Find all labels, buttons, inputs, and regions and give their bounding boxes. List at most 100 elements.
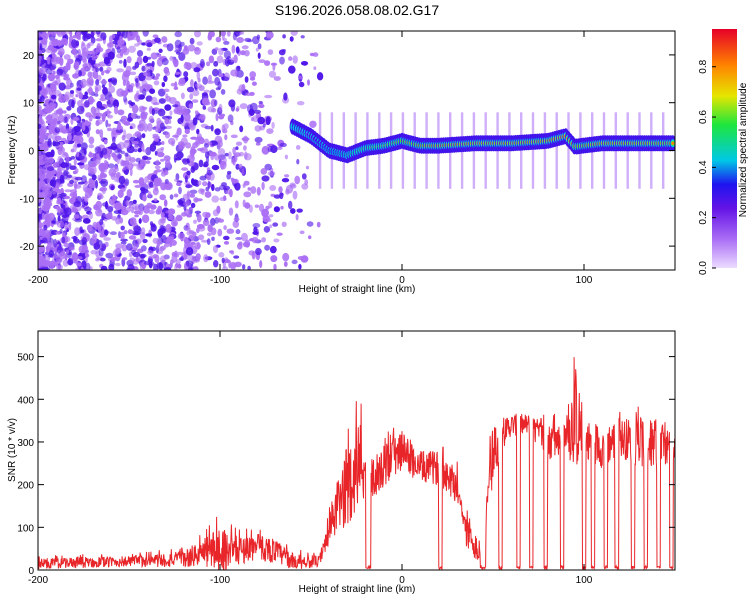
spectrogram-cell <box>294 175 301 185</box>
colorbar-tick-label: 0.8 <box>698 59 709 73</box>
spectrogram-cell <box>223 123 229 130</box>
snr-series-line <box>38 357 675 570</box>
spectrogram-cell <box>295 145 301 150</box>
spectrogram-cell <box>531 112 535 189</box>
spectrogram-cell <box>226 56 231 60</box>
spectrogram-cell <box>216 55 224 64</box>
snr-panel: -200 -100 0 100 0 100 200 300 400 500 Height of … <box>7 330 676 595</box>
spectrogram-cell <box>58 95 66 104</box>
spectrogram-cell <box>61 31 66 36</box>
spectrogram-cell <box>243 145 247 151</box>
spectrogram-cell <box>116 31 121 37</box>
spectrogram-cell <box>312 52 319 57</box>
spectrogram-cell <box>271 121 275 129</box>
x-tick-label: 100 <box>576 275 593 286</box>
spectrogram-cell <box>279 56 285 65</box>
spectrogram-cell <box>240 50 246 56</box>
spectrogram-cell <box>261 237 266 243</box>
spectrogram-cell <box>195 83 203 89</box>
spectrogram-cell <box>203 161 209 168</box>
spectrogram-cell <box>44 213 49 220</box>
spectrogram-cell <box>99 234 106 238</box>
spectrogram-cell <box>192 266 199 270</box>
spectrogram-cell <box>99 257 106 262</box>
spectrogram-cell <box>189 189 198 194</box>
spectrogram-cell <box>268 201 273 209</box>
spectrogram-cell <box>199 188 206 193</box>
spectrogram-cell <box>208 55 215 64</box>
spectrogram-cell <box>163 199 168 207</box>
spectrogram-cell <box>148 255 157 259</box>
spectrogram-cell <box>256 34 261 40</box>
spectrogram-cell <box>166 43 174 52</box>
spectrogram-cell <box>69 165 77 170</box>
spectrogram-cell <box>129 126 133 130</box>
spectrogram-cell <box>191 99 199 103</box>
spectrogram-cell <box>182 134 188 138</box>
spectrogram-cell <box>94 146 102 154</box>
spectrogram-cell <box>296 208 303 213</box>
spectrogram-cell <box>127 264 135 270</box>
spectrogram-cell <box>207 224 213 233</box>
spectrogram-cell <box>257 52 261 59</box>
spectrogram-cell <box>88 151 93 158</box>
spectrogram-cell <box>100 265 108 270</box>
spectrogram-cell <box>207 31 215 38</box>
spectrogram-cell <box>211 164 220 171</box>
spectrogram-cell <box>208 74 212 83</box>
spectrogram-cell <box>115 129 124 134</box>
spectrogram-cell <box>138 248 143 252</box>
spectrogram-cell <box>38 177 41 182</box>
spectrogram-cell <box>252 231 259 235</box>
spectrogram-cell <box>141 133 146 139</box>
spectrogram-cell <box>160 212 165 218</box>
spectrogram-cell <box>193 219 197 224</box>
spectrogram-cell <box>53 141 61 147</box>
spectrogram-cell <box>224 134 228 141</box>
spectrogram-cell <box>235 146 239 151</box>
spectrogram-cell <box>101 243 106 252</box>
spectrogram-cell <box>77 135 84 144</box>
spectrogram-cell <box>142 238 148 244</box>
spectrogram-cell <box>78 92 83 100</box>
spectrogram-cell <box>159 194 166 201</box>
spectrogram-cell <box>281 221 287 227</box>
spectrogram-cell <box>160 182 167 191</box>
colorbar-tick-label: 0.0 <box>698 261 709 275</box>
spectrogram-cell <box>237 242 243 250</box>
spectrogram-cell <box>48 40 54 50</box>
spectrogram-cell <box>116 46 121 54</box>
spectrogram-cell <box>225 190 232 195</box>
spectrogram-cell <box>110 172 116 181</box>
spectrogram-cell <box>69 135 73 140</box>
y-tick-label: 200 <box>17 481 34 492</box>
spectrogram-cell <box>197 234 205 241</box>
spectrogram-cell <box>109 231 117 236</box>
spectrogram-cell <box>123 95 128 103</box>
spectrogram-cell <box>80 67 89 71</box>
spectrogram-cell <box>235 141 243 146</box>
spectrogram-cell <box>45 151 53 157</box>
spectrogram-cell <box>307 79 310 86</box>
spectrogram-cell <box>85 262 91 270</box>
spectrogram-cell <box>299 230 305 235</box>
spectrogram-cell <box>202 97 210 106</box>
spectrogram-cell <box>186 191 191 200</box>
spectrogram-cell <box>223 40 230 45</box>
spectrogram-cell <box>214 187 221 192</box>
spectrogram-cell <box>38 192 45 200</box>
spectrogram-cell <box>38 114 43 124</box>
spectrogram-cell <box>186 230 194 236</box>
spectrogram-cell <box>91 174 97 181</box>
x-tick-label: -200 <box>28 575 48 586</box>
spectrogram-cell <box>189 93 194 100</box>
spectrogram-cell <box>193 197 199 203</box>
spectrogram-cell <box>111 152 117 158</box>
spectrogram-cell <box>116 68 124 73</box>
spectrogram-cell <box>76 105 85 115</box>
spectrogram-cell <box>90 249 98 255</box>
spectrogram-cell <box>254 125 262 132</box>
spectrogram-cell <box>209 151 217 157</box>
spectrogram-cell <box>57 147 63 156</box>
